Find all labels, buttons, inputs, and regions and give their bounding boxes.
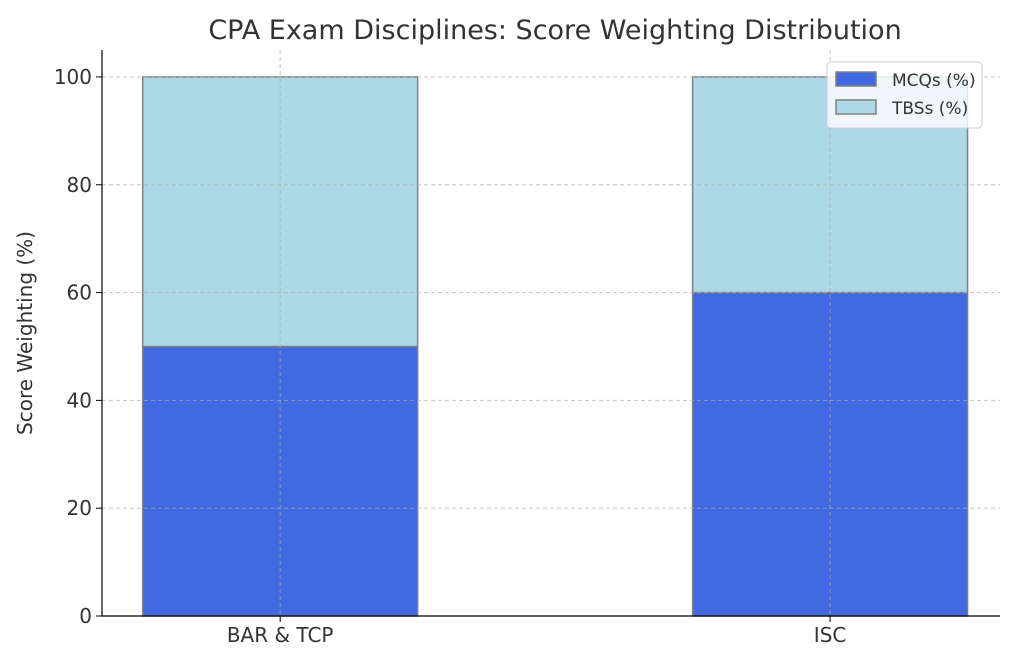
y-tick-label: 20: [67, 496, 92, 520]
legend-swatch: [835, 99, 877, 115]
bars: [141, 76, 969, 617]
y-axis-label: Score Weighting (%): [13, 231, 37, 435]
y-tick-label: 0: [79, 604, 92, 628]
x-tick-label: ISC: [814, 623, 847, 647]
legend-label: MCQs (%): [892, 71, 976, 91]
legend-label: TBSs (%): [891, 99, 968, 119]
grid: [102, 50, 1000, 616]
x-tick-label: BAR & TCP: [227, 623, 334, 647]
chart-title: CPA Exam Disciplines: Score Weighting Di…: [208, 15, 901, 46]
y-tick-label: 80: [67, 173, 92, 197]
legend-swatch: [835, 71, 877, 87]
legend: MCQs (%) TBSs (%): [826, 61, 983, 129]
y-tick-label: 40: [67, 388, 92, 412]
bar-mcqs-1: [691, 291, 969, 617]
y-tick-label: 60: [67, 281, 92, 305]
y-tick-label: 100: [54, 65, 92, 89]
axes: 0 20 40 60 80 100 BAR & TCP ISC: [54, 50, 1000, 647]
